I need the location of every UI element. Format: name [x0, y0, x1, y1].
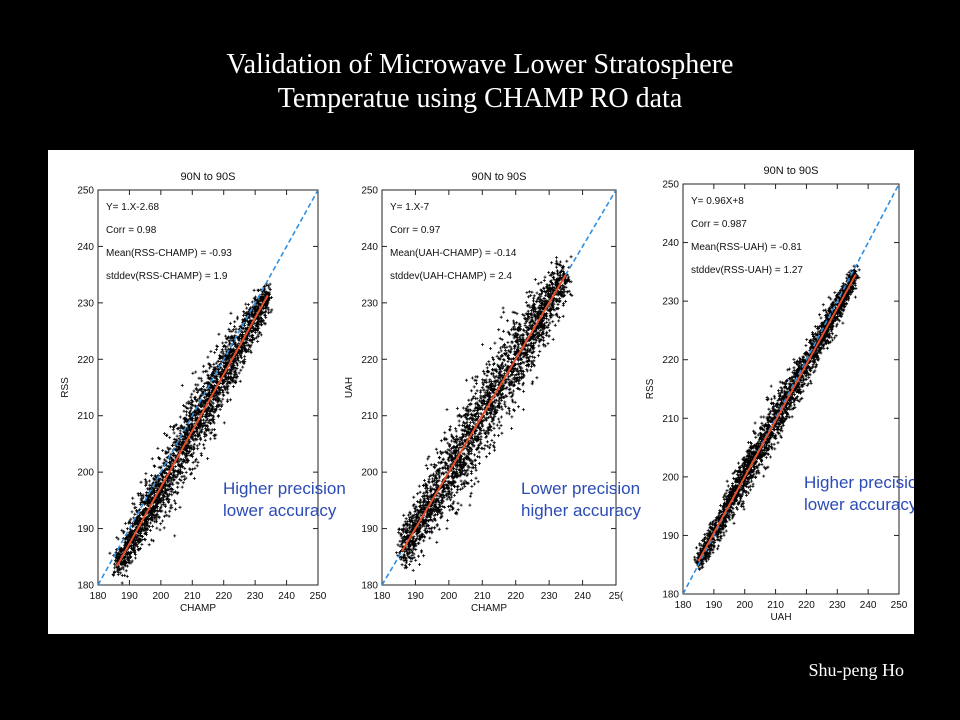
y-tick-label: 210: [361, 411, 378, 422]
x-tick-label: 230: [541, 591, 558, 602]
x-tick-label: 220: [507, 591, 524, 602]
x-tick-label: 240: [278, 591, 295, 602]
y-tick-label: 200: [77, 468, 94, 479]
x-tick-label: 25(: [609, 591, 624, 602]
stats-line: Y= 1.X-2.68: [106, 202, 160, 213]
x-tick-label: 200: [441, 591, 458, 602]
y-tick-label: 220: [361, 355, 378, 366]
annotation-text: lower accuracy: [804, 495, 914, 514]
slide-title: Validation of Microwave Lower Stratosphe…: [0, 48, 960, 116]
y-tick-label: 200: [361, 468, 378, 479]
fit-line: [401, 274, 567, 552]
y-tick-label: 230: [662, 297, 679, 308]
annotation-text: lower accuracy: [223, 501, 337, 520]
fit-line: [697, 273, 857, 562]
x-tick-label: 230: [829, 600, 846, 611]
stats-line: Corr = 0.97: [390, 225, 441, 236]
one-to-one-line: [98, 190, 318, 585]
y-tick-label: 230: [361, 298, 378, 309]
chart-title: 90N to 90S: [180, 171, 235, 183]
plot-area: [382, 190, 616, 585]
fit-line: [115, 294, 269, 567]
x-tick-label: 180: [90, 591, 107, 602]
stats-line: stddev(RSS-UAH) = 1.27: [691, 265, 803, 276]
plot-area: [98, 190, 318, 585]
stats-line: Mean(RSS-CHAMP) = -0.93: [106, 248, 232, 259]
x-tick-label: 190: [706, 600, 723, 611]
scatter-panel-3: 90N to 90S 180 190 200 210 220 230 240 250 180 190…: [645, 165, 927, 623]
annotation-text: Higher precision: [804, 473, 914, 492]
y-axis-label: RSS: [645, 378, 656, 399]
x-tick-label: 210: [767, 600, 784, 611]
scatter-figure: 90N to 90S 180 190 200 210 220 230 240 250 180 190…: [60, 165, 927, 623]
x-tick-label: 250: [891, 600, 908, 611]
x-axis-label: CHAMP: [180, 603, 216, 614]
y-tick-label: 230: [77, 298, 94, 309]
author-credit: Shu-peng Ho: [808, 660, 905, 680]
x-axis-label: CHAMP: [471, 603, 507, 614]
stats-line: stddev(UAH-CHAMP) = 2.4: [390, 271, 512, 282]
y-tick-label: 190: [361, 524, 378, 535]
y-tick-label: 240: [361, 242, 378, 253]
x-tick-label: 220: [215, 591, 232, 602]
y-tick-label: 200: [662, 472, 679, 483]
figure-panel: 90N to 90S 180 190 200 210 220 230 240 250 180 190…: [48, 150, 927, 634]
y-tick-label: 220: [77, 355, 94, 366]
scatter-panel-2: 90N to 90S 180 190 200 210 220 230 240 25( 180 190…: [344, 171, 642, 614]
x-tick-label: 180: [675, 600, 692, 611]
y-tick-label: 180: [361, 581, 378, 592]
plot-frame: [97, 189, 319, 586]
stats-line: Mean(RSS-UAH) = -0.81: [691, 242, 802, 253]
y-tick-label: 210: [77, 411, 94, 422]
x-tick-label: 200: [736, 600, 753, 611]
title-line-1: Validation of Microwave Lower Stratosphe…: [226, 49, 734, 80]
annotation-text: Lower precision: [521, 479, 640, 498]
x-tick-label: 200: [153, 591, 170, 602]
stats-line: Y= 0.96X+8: [691, 196, 744, 207]
y-tick-label: 190: [77, 524, 94, 535]
y-tick-label: 250: [361, 186, 378, 197]
y-tick-label: 250: [77, 186, 94, 197]
x-tick-label: 210: [474, 591, 491, 602]
y-tick-label: 210: [662, 414, 679, 425]
plot-frame: [682, 183, 900, 595]
y-tick-label: 190: [662, 531, 679, 542]
title-line-2: Temperatue using CHAMP RO data: [277, 83, 683, 114]
y-tick-label: 180: [662, 590, 679, 601]
y-tick-label: 180: [77, 581, 94, 592]
x-tick-label: 240: [860, 600, 877, 611]
stats-line: Mean(UAH-CHAMP) = -0.14: [390, 248, 517, 259]
annotation-text: higher accuracy: [521, 501, 642, 520]
plot-frame: [381, 189, 617, 586]
one-to-one-line: [683, 184, 899, 594]
x-tick-label: 210: [184, 591, 201, 602]
chart-title: 90N to 90S: [471, 171, 526, 183]
plot-area: [683, 184, 899, 594]
y-tick-label: 240: [662, 238, 679, 249]
x-tick-label: 230: [247, 591, 264, 602]
scatter-panel-1: 90N to 90S 180 190 200 210 220 230 240 250 180 190…: [60, 171, 346, 614]
stats-line: stddev(RSS-CHAMP) = 1.9: [106, 271, 228, 282]
stats-line: Corr = 0.98: [106, 225, 157, 236]
stats-line: Corr = 0.987: [691, 219, 747, 230]
y-tick-label: 240: [77, 242, 94, 253]
x-tick-label: 190: [121, 591, 138, 602]
chart-title: 90N to 90S: [763, 165, 818, 177]
annotation-text: Higher precision: [223, 479, 346, 498]
x-tick-label: 220: [798, 600, 815, 611]
stats-line: Y= 1.X-7: [390, 202, 430, 213]
x-tick-label: 180: [374, 591, 391, 602]
y-tick-label: 250: [662, 180, 679, 191]
y-tick-label: 220: [662, 355, 679, 366]
x-axis-label: UAH: [770, 612, 791, 623]
x-tick-label: 190: [407, 591, 424, 602]
scatter-points: [108, 282, 274, 585]
y-axis-label: UAH: [344, 377, 355, 398]
x-tick-label: 250: [310, 591, 327, 602]
y-axis-label: RSS: [60, 377, 71, 398]
x-tick-label: 240: [574, 591, 591, 602]
